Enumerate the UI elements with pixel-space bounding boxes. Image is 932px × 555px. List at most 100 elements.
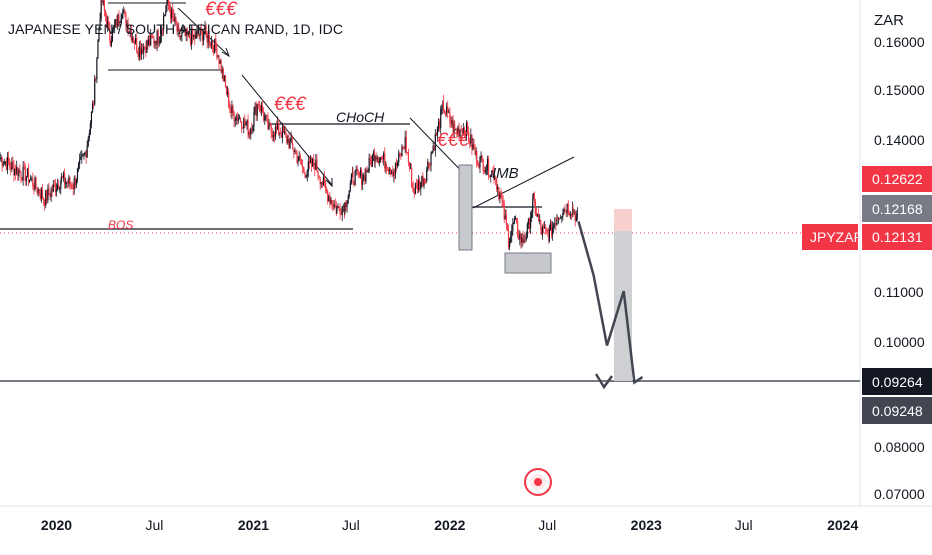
candle-body: [176, 24, 178, 32]
candle-body: [490, 174, 492, 177]
candle-body: [408, 162, 411, 169]
candle-body: [215, 38, 217, 48]
candle-body: [195, 32, 197, 39]
candle-body: [108, 21, 110, 25]
candle-body: [279, 132, 281, 134]
target-zone[interactable]: [614, 231, 632, 381]
candle-body: [349, 183, 351, 191]
candle-body: [224, 76, 227, 86]
candle-body: [337, 206, 339, 209]
candle-body: [268, 123, 270, 130]
candle-body: [449, 111, 451, 122]
candle-body: [99, 18, 101, 28]
candle-body: [254, 106, 256, 112]
candle-body: [140, 48, 143, 55]
candle-body: [304, 173, 306, 178]
candle-body: [168, 5, 171, 11]
candle-body: [329, 196, 331, 204]
candle-body: [340, 213, 342, 215]
order-block-box[interactable]: [504, 252, 552, 274]
candle-body: [137, 53, 139, 58]
candle-body: [313, 158, 315, 166]
candle-body: [47, 188, 49, 201]
imb-label[interactable]: IMB: [492, 165, 519, 182]
x-axis-ticks: 2020 Jul 2021 Jul 2022 Jul 2023 Jul 2024: [41, 517, 859, 533]
candle-body: [103, 0, 105, 11]
candle-body: [370, 161, 372, 167]
candle-body: [223, 76, 225, 82]
candle-body: [513, 223, 515, 225]
candle-body: [82, 154, 84, 156]
candle-body: [330, 199, 332, 204]
candle-body: [71, 184, 73, 189]
candle-body: [312, 158, 314, 167]
arrow-4[interactable]: [472, 156, 575, 209]
candle-body: [166, 4, 168, 12]
candle-body: [261, 105, 264, 113]
candle-body: [295, 150, 297, 153]
candle-body: [73, 178, 75, 190]
candle-body: [309, 159, 312, 164]
candle-body: [1, 157, 3, 166]
candle-body: [562, 213, 564, 217]
candle-body: [269, 123, 271, 126]
arrow-1[interactable]: [177, 7, 229, 56]
candle-body: [54, 185, 57, 193]
candle-body: [502, 200, 504, 203]
candle-body: [482, 159, 484, 172]
candle-body: [342, 205, 344, 207]
candle-body: [229, 107, 231, 110]
candle-body: [291, 137, 293, 145]
candle-body: [384, 153, 386, 169]
candle-body: [545, 226, 547, 229]
candle-body: [127, 23, 129, 33]
candle-body: [471, 134, 473, 150]
candle-body: [385, 165, 387, 171]
candle-body: [231, 105, 233, 113]
candle-body: [204, 25, 206, 34]
candle-body: [97, 40, 99, 59]
candle-body: [320, 181, 322, 185]
candle-body: [25, 176, 27, 182]
candle-body: [41, 189, 44, 199]
imb-box-left[interactable]: [458, 164, 473, 251]
candle-body: [61, 176, 64, 178]
candle-body: [338, 206, 340, 209]
candle-body: [510, 236, 512, 243]
bos-label[interactable]: BOS: [108, 218, 133, 232]
candle-body: [222, 69, 224, 82]
candle-body: [218, 55, 220, 64]
stop-zone[interactable]: [614, 209, 632, 231]
price-badge-text: 0.12131: [872, 229, 923, 245]
candle-body: [439, 121, 441, 129]
candle-body: [203, 33, 205, 36]
candle-body: [399, 153, 401, 154]
candle-body: [442, 101, 444, 111]
candle-body: [348, 190, 350, 197]
candle-body: [274, 126, 277, 137]
candle-body: [234, 120, 236, 122]
candle-body: [75, 179, 78, 186]
candle-body: [152, 37, 154, 39]
candle-body: [521, 237, 523, 243]
symbol-badge-text[interactable]: JPYZAR: [810, 229, 864, 245]
candle-body: [0, 157, 2, 159]
candle-body: [454, 124, 456, 130]
euro-annotation-1[interactable]: €€€: [205, 0, 238, 20]
candle-body: [93, 103, 95, 105]
arrow-2-head: [325, 178, 333, 188]
candle-body: [123, 10, 125, 13]
candle-body: [141, 48, 144, 54]
candle-body: [511, 230, 513, 237]
euro-annotation-3[interactable]: €€€: [437, 130, 470, 151]
symbol-badge-bg[interactable]: [802, 224, 858, 250]
candle-body: [323, 177, 326, 183]
euro-annotation-2[interactable]: €€€: [274, 94, 307, 115]
projection-path[interactable]: [577, 221, 644, 385]
target-icon[interactable]: [524, 468, 552, 496]
candle-body: [49, 194, 51, 197]
choch-label[interactable]: CHoCH: [336, 109, 385, 125]
candle-body: [391, 171, 393, 174]
